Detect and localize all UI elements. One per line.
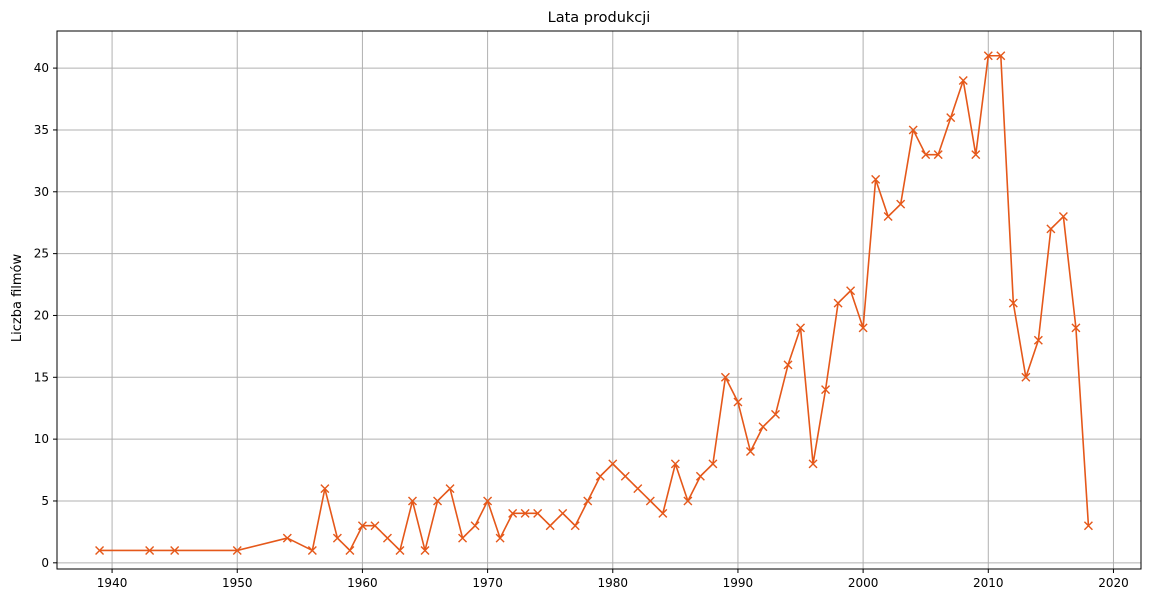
data-point-marker [670,459,680,469]
data-point-marker [658,508,668,518]
data-point-marker [758,422,768,432]
data-point-marker [808,459,818,469]
data-point-marker [695,471,705,481]
data-point-marker [570,521,580,531]
x-tick-label: 1990 [723,576,754,590]
data-point-marker [883,212,893,222]
data-point-marker [282,533,292,543]
data-point-marker [846,286,856,296]
data-point-marker [1058,212,1068,222]
data-point-marker [370,521,380,531]
y-tick-label: 20 [34,308,49,322]
data-point-marker [871,174,881,184]
data-point-marker [307,545,317,555]
data-point-marker [232,545,242,555]
data-point-marker [533,508,543,518]
ticks-layer: 1940 1950 1960 1970 1980 1990 2000 2010 2020 0 5 10… [34,61,1129,590]
data-point-marker [145,545,155,555]
data-point-marker [170,545,180,555]
data-point-marker [971,150,981,160]
chart-title: Lata produkcji [548,10,651,26]
data-point-marker [933,150,943,160]
data-point-marker [983,51,993,61]
y-tick-label: 40 [34,61,49,75]
data-point-marker [745,447,755,457]
data-point-marker [770,409,780,419]
data-point-marker [645,496,655,506]
data-point-marker [996,51,1006,61]
y-axis-label: Liczba filmów [10,254,25,343]
data-point-marker [1008,298,1018,308]
data-point-marker [608,459,618,469]
data-point-marker [620,471,630,481]
data-point-marker [1071,323,1081,333]
data-point-marker [495,533,505,543]
series-layer [95,51,1093,555]
data-point-marker [821,385,831,395]
x-tick-label: 1940 [97,576,128,590]
data-point-marker [1021,372,1031,382]
data-point-marker [733,397,743,407]
data-point-marker [633,484,643,494]
data-point-marker [1046,224,1056,234]
x-tick-label: 2010 [973,576,1004,590]
data-point-marker [458,533,468,543]
x-tick-label: 1950 [222,576,253,590]
data-point-marker [858,323,868,333]
data-point-marker [483,496,493,506]
data-point-marker [720,372,730,382]
data-point-marker [946,113,956,123]
data-point-marker [896,199,906,209]
data-point-marker [433,496,443,506]
data-point-marker [1033,335,1043,345]
data-point-marker [382,533,392,543]
data-point-marker [445,484,455,494]
x-tick-label: 2000 [848,576,879,590]
data-point-marker [508,508,518,518]
x-tick-label: 1970 [472,576,503,590]
x-tick-label: 1960 [347,576,378,590]
y-tick-label: 5 [41,494,49,508]
data-point-marker [796,323,806,333]
data-point-marker [545,521,555,531]
data-point-marker [332,533,342,543]
data-point-marker [595,471,605,481]
data-point-marker [958,75,968,85]
plot-frame [56,30,1142,570]
y-tick-label: 15 [34,370,49,384]
data-point-marker [783,360,793,370]
x-tick-label: 1980 [597,576,628,590]
data-point-marker [708,459,718,469]
data-point-marker [345,545,355,555]
y-tick-label: 30 [34,185,49,199]
data-point-marker [520,508,530,518]
data-point-marker [357,521,367,531]
data-point-marker [683,496,693,506]
y-tick-label: 35 [34,123,49,137]
data-point-marker [1083,521,1093,531]
data-point-marker [908,125,918,135]
data-point-marker [407,496,417,506]
grid-lines [57,31,1141,569]
x-tick-label: 2020 [1098,576,1129,590]
y-tick-label: 25 [34,247,49,261]
data-point-marker [320,484,330,494]
y-tick-label: 10 [34,432,49,446]
data-point-marker [420,545,430,555]
data-point-marker [395,545,405,555]
data-point-marker [470,521,480,531]
y-tick-label: 0 [41,556,49,570]
data-point-marker [833,298,843,308]
data-point-marker [583,496,593,506]
data-point-marker [921,150,931,160]
data-point-marker [558,508,568,518]
data-point-marker [95,545,105,555]
